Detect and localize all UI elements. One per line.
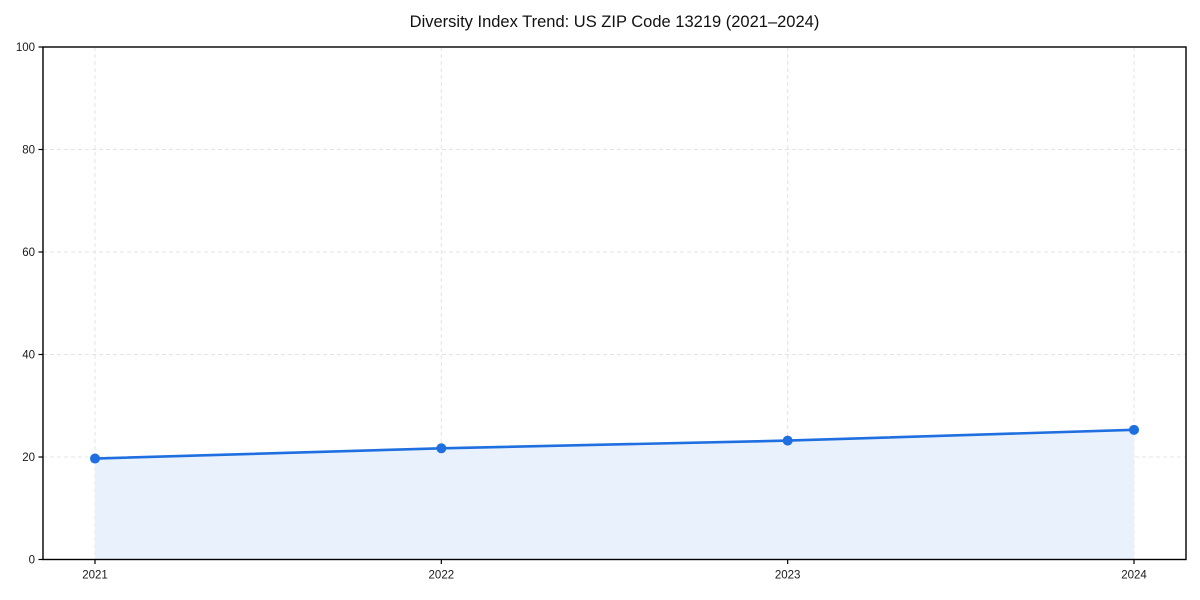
plot-frame — [42, 46, 1187, 561]
y-tick-label-80: 80 — [22, 145, 35, 157]
x-tick-label-2022: 2022 — [429, 570, 455, 582]
x-tick-label-2023: 2023 — [775, 570, 801, 582]
data-point-2023 — [782, 435, 793, 446]
y-tick-label-100: 100 — [16, 42, 35, 54]
series-line — [93, 428, 1136, 460]
y-tick-label-60: 60 — [22, 247, 35, 259]
x-tick-label-2021: 2021 — [82, 570, 108, 582]
data-point-2021 — [90, 453, 100, 464]
y-tick-label-20: 20 — [22, 452, 35, 464]
data-point-2024 — [1129, 424, 1139, 435]
chart-title: Diversity Index Trend: US ZIP Code 13219… — [409, 13, 820, 31]
data-point-2022 — [436, 443, 447, 454]
x-tick-label-2024: 2024 — [1121, 570, 1147, 582]
y-tick-label-0: 0 — [29, 555, 35, 567]
y-tick-label-40: 40 — [22, 350, 35, 362]
series-area-fill — [95, 429, 1134, 560]
